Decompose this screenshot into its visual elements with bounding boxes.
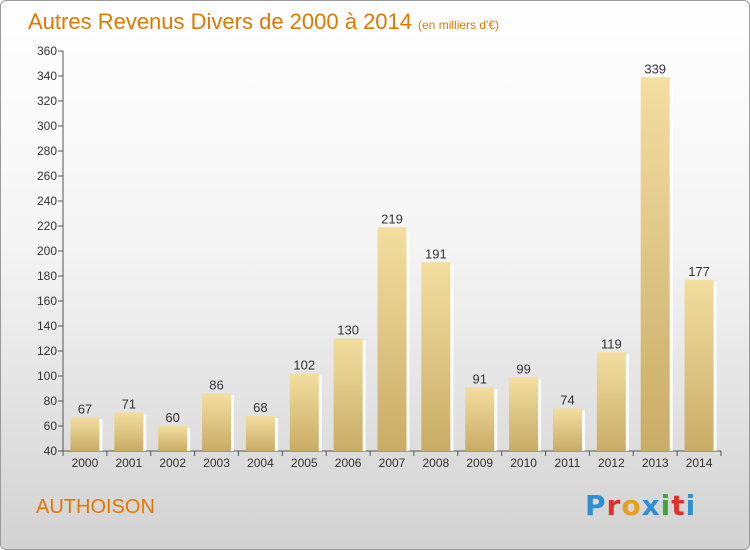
bar [596,352,626,451]
proxiti-logo: Proxiti [585,489,696,522]
y-tick-label: 180 [37,269,57,283]
y-tick-label: 220 [37,219,57,233]
x-tick-label: 2009 [466,456,493,470]
data-label: 71 [122,396,136,411]
data-label: 191 [425,246,447,261]
x-tick-label: 2011 [555,456,581,470]
bar [70,417,100,451]
data-label: 67 [78,401,92,416]
logo-letter: x [641,489,661,522]
bar [552,408,582,451]
y-tick-label: 60 [44,419,58,433]
logo-letter: o [621,489,642,522]
y-tick-label: 160 [37,294,57,308]
y-tick-label: 140 [37,319,57,333]
data-label: 119 [601,336,622,351]
axes: 40 60 80 100 120 140 160 180 200 220 240 260 280 300 3… [37,44,722,470]
x-tick-label: 2001 [115,456,142,470]
place-name: AUTHOISON [36,496,155,518]
title-text: Autres Revenus Divers de 2000 à 2014 [28,9,413,34]
bar [377,227,407,451]
y-tick-label: 80 [44,394,58,408]
x-tick-label: 2010 [510,456,537,470]
y-tick-label: 340 [37,69,57,83]
x-tick-label: 2002 [159,456,186,470]
data-label: 74 [560,393,574,408]
y-tick-label: 100 [37,369,57,383]
y-tick-label: 200 [37,244,57,258]
y-tick-label: 280 [37,144,57,158]
logo-letter: i [660,489,672,522]
x-tick-label: 2007 [379,456,406,470]
y-tick-label: 260 [37,169,57,183]
y-tick-label: 300 [37,119,57,133]
bar [245,416,275,451]
x-tick-label: 2004 [247,456,274,470]
data-label: 177 [688,264,710,279]
y-tick-label: 240 [37,194,57,208]
bars [70,77,717,451]
bar [509,377,539,451]
chart-title: Autres Revenus Divers de 2000 à 2014 (en … [28,9,499,35]
bar [158,426,188,451]
bar [421,262,451,451]
logo-letter: i [685,489,697,522]
logo-letter: t [671,489,686,522]
y-tick-label: 360 [37,44,57,58]
data-label: 91 [472,371,486,386]
bar [640,77,670,451]
x-tick-label: 2000 [72,456,99,470]
x-tick-label: 2013 [642,456,669,470]
bar [202,393,232,451]
bar [333,338,363,451]
x-tick-label: 2014 [686,456,713,470]
x-tick-label: 2012 [598,456,625,470]
bar [684,279,714,451]
x-tick-label: 2005 [291,456,318,470]
logo-letter: r [606,489,622,522]
y-tick-label: 40 [44,444,58,458]
y-tick-label: 120 [37,344,57,358]
x-tick-label: 2008 [423,456,450,470]
bar [465,387,495,451]
logo-letter: P [585,489,607,522]
data-label: 219 [381,211,403,226]
x-tick-label: 2006 [335,456,362,470]
data-label: 68 [253,400,267,415]
data-label: 60 [165,410,179,425]
data-label: 102 [293,358,315,373]
data-label: 130 [337,323,359,338]
data-label: 99 [516,361,530,376]
unit-note: (en milliers d'€) [418,18,499,32]
bar [114,412,144,451]
bar [289,373,319,451]
y-tick-label: 320 [37,94,57,108]
value-labels: 67 71 60 86 68 102 130 219 191 91 99 74 119 339 177 [78,61,710,425]
x-tick-label: 2003 [203,456,230,470]
data-label: 86 [209,378,223,393]
data-label: 339 [644,61,666,76]
